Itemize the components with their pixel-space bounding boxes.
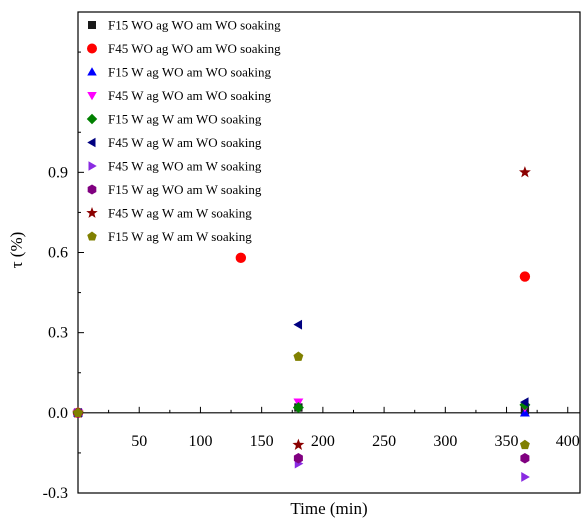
- x-axis-title: Time (min): [290, 499, 367, 518]
- data-point: [519, 271, 531, 282]
- legend-label: F45 W ag WO am WO soaking: [108, 88, 271, 103]
- legend-label: F15 W ag WO am W soaking: [108, 182, 262, 197]
- legend-marker: [88, 161, 97, 171]
- legend-marker: [86, 113, 98, 125]
- data-point: [293, 453, 303, 464]
- data-point: [73, 407, 83, 418]
- data-point: [520, 453, 530, 464]
- legend-label: F15 W ag W am WO soaking: [108, 112, 262, 127]
- x-tick-label: 100: [188, 433, 212, 450]
- x-tick-label: 400: [556, 433, 580, 450]
- data-point: [521, 472, 530, 482]
- legend-label: F15 W ag W am W soaking: [108, 229, 252, 244]
- data-point: [293, 319, 303, 330]
- legend-marker: [87, 43, 97, 54]
- data-point: [519, 439, 530, 450]
- data-point: [235, 252, 247, 264]
- legend-marker: [87, 67, 97, 76]
- legend-label: F45 W ag W am WO soaking: [108, 135, 262, 150]
- legend-label: F45 WO ag WO am WO soaking: [108, 41, 281, 56]
- legend: F15 WO ag WO am WO soaking F45 WO ag WO a…: [86, 18, 281, 244]
- x-tick-label: 150: [250, 433, 274, 450]
- y-tick-label: 0.6: [48, 245, 68, 262]
- legend-marker: [86, 207, 98, 218]
- y-axis-title: τ (%): [7, 232, 26, 269]
- legend-marker: [87, 137, 96, 148]
- legend-marker: [87, 184, 97, 195]
- y-tick-label: -0.3: [43, 485, 68, 502]
- legend-label: F15 W ag WO am WO soaking: [108, 65, 271, 80]
- y-tick-label: 0.0: [48, 405, 68, 422]
- legend-marker: [87, 92, 97, 101]
- y-tick-label: 0.9: [48, 164, 68, 181]
- x-axis: 50 100 150 200 250 300 350 400: [78, 406, 580, 450]
- x-tick-label: 300: [433, 433, 457, 450]
- legend-marker: [88, 21, 96, 29]
- data-markers: [72, 166, 531, 482]
- x-tick-label: 200: [311, 433, 335, 450]
- y-axis: -0.3 0.0 0.3 0.6 0.9: [43, 51, 84, 502]
- legend-label: F45 W ag W am W soaking: [108, 206, 252, 221]
- data-point: [292, 402, 304, 413]
- x-tick-label: 350: [495, 433, 519, 450]
- legend-label: F15 WO ag WO am WO soaking: [108, 18, 281, 33]
- y-tick-label: 0.3: [48, 325, 68, 342]
- x-tick-label: 50: [131, 433, 147, 450]
- data-point: [293, 351, 304, 361]
- legend-label: F45 W ag WO am W soaking: [108, 159, 262, 174]
- plot-frame: [77, 11, 581, 494]
- data-point: [292, 438, 305, 450]
- data-point: [519, 397, 529, 408]
- x-tick-label: 250: [372, 433, 396, 450]
- legend-marker: [87, 231, 97, 241]
- data-point: [518, 166, 531, 178]
